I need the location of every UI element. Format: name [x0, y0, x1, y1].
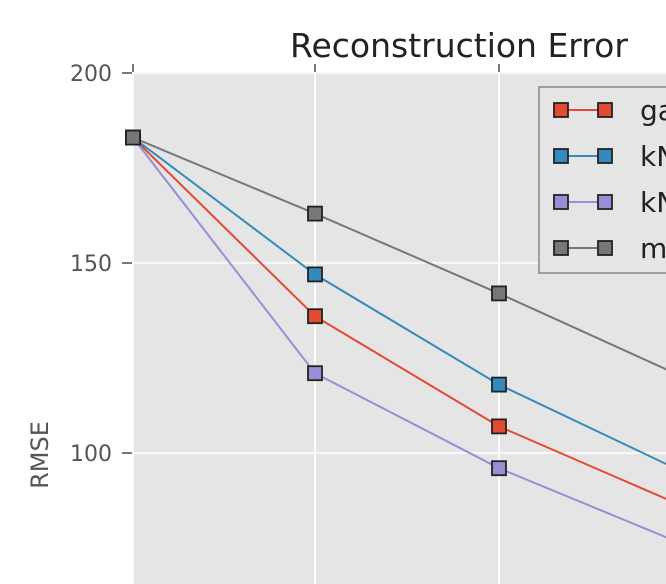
data-point — [307, 365, 323, 382]
legend-marker — [553, 148, 569, 164]
legend-label: ga — [640, 94, 666, 127]
legend-entry: kN — [553, 140, 666, 173]
data-point — [307, 266, 323, 283]
legend-marker — [597, 240, 613, 256]
legend-marker — [553, 194, 569, 210]
series-3 — [125, 129, 666, 371]
legend-entry: ga — [553, 94, 666, 127]
legend-marker — [597, 194, 613, 210]
legend-marker — [597, 148, 613, 164]
y-tick-label: 200 — [70, 62, 112, 87]
legend-label: kN — [640, 186, 666, 219]
series-line — [132, 136, 666, 539]
legend-marker — [553, 240, 569, 256]
y-tick-label: 100 — [70, 442, 112, 467]
legend-entry: m — [553, 232, 666, 265]
y-axis-label: RMSE — [26, 421, 54, 489]
data-point — [491, 376, 507, 393]
legend-label: kN — [640, 140, 666, 173]
legend: ga kN kN m — [538, 86, 666, 274]
chart-title: Reconstruction Error — [290, 26, 628, 65]
data-point — [125, 129, 141, 146]
grid — [132, 72, 666, 584]
data-point — [491, 285, 507, 302]
series-line — [132, 136, 666, 500]
data-point — [491, 460, 507, 477]
legend-marker — [597, 102, 613, 118]
series-layer — [125, 129, 666, 539]
y-tick-label: 150 — [70, 252, 112, 277]
series-line — [132, 136, 666, 466]
series-line — [132, 136, 666, 371]
data-point — [307, 205, 323, 222]
legend-label: m — [640, 232, 666, 265]
y-ticks: 100 150 200 — [70, 62, 500, 467]
data-point — [491, 418, 507, 435]
data-point — [307, 308, 323, 325]
legend-entry: kN — [553, 186, 666, 219]
legend-marker — [553, 102, 569, 118]
